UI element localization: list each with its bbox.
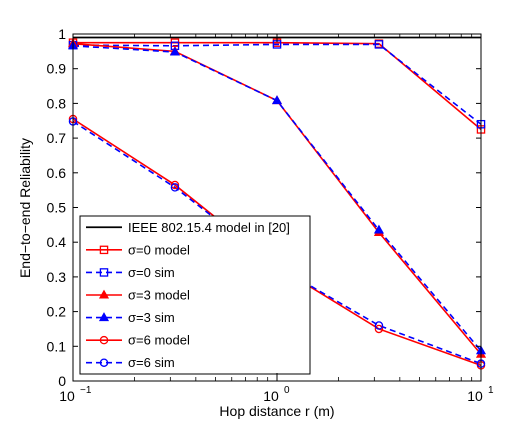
y-tick-label-4: 0.4: [47, 234, 67, 250]
legend-marker-4: [98, 312, 110, 322]
x-tick-exponent-1: 0: [284, 385, 290, 396]
y-tick-label-1: 0.1: [47, 338, 67, 354]
y-tick-label-7: 0.7: [47, 130, 67, 146]
x-tick-exponent-2: 1: [488, 385, 494, 396]
data-point-4-3: [373, 224, 384, 234]
x-tick-label-1: 10: [263, 388, 279, 404]
data-point-4-1: [169, 46, 180, 56]
legend-label-5: σ=6 model: [128, 333, 190, 348]
legend-label-4: σ=3 sim: [128, 310, 175, 325]
data-point-2-3: [374, 40, 384, 49]
legend-label-6: σ=6 sim: [128, 355, 175, 370]
data-point-5-1: [170, 180, 180, 190]
series-line-2: [72, 43, 482, 125]
data-point-6-3: [374, 321, 384, 330]
x-tick-label-0: 10: [59, 388, 75, 404]
x-tick-exponent-0: −1: [80, 385, 92, 396]
y-tick-label-10: 1: [58, 26, 66, 42]
data-point-6-1: [170, 183, 180, 192]
legend-marker-5: [99, 335, 109, 345]
legend-label-1: σ=0 model: [128, 242, 190, 257]
legend-marker-1: [99, 245, 109, 255]
legend-marker-2: [99, 268, 109, 277]
data-point-4-2: [271, 95, 283, 105]
legend-label-3: σ=3 model: [128, 288, 190, 303]
legend-marker-6: [99, 358, 109, 367]
y-axis-label: End−to−end Reliability: [17, 138, 33, 278]
legend-marker-3: [98, 289, 110, 299]
y-tick-label-6: 0.6: [47, 165, 67, 181]
y-tick-label-3: 0.3: [47, 269, 67, 285]
y-tick-label-9: 0.9: [47, 61, 67, 77]
y-tick-label-0: 0: [58, 373, 66, 389]
series-line-1: [73, 41, 482, 131]
y-tick-label-2: 0.2: [47, 304, 67, 320]
x-tick-label-2: 10: [467, 388, 483, 404]
y-tick-label-5: 0.5: [47, 200, 67, 216]
y-tick-label-8: 0.8: [47, 95, 67, 111]
legend-label-0: IEEE 802.15.4 model in [20]: [128, 220, 290, 235]
data-point-5-3: [374, 324, 384, 334]
legend: IEEE 802.15.4 model in [20] σ=0 model σ=0 …: [79, 215, 311, 375]
x-axis-label: Hop distance r (m): [219, 403, 334, 419]
legend-label-2: σ=0 sim: [128, 265, 175, 280]
